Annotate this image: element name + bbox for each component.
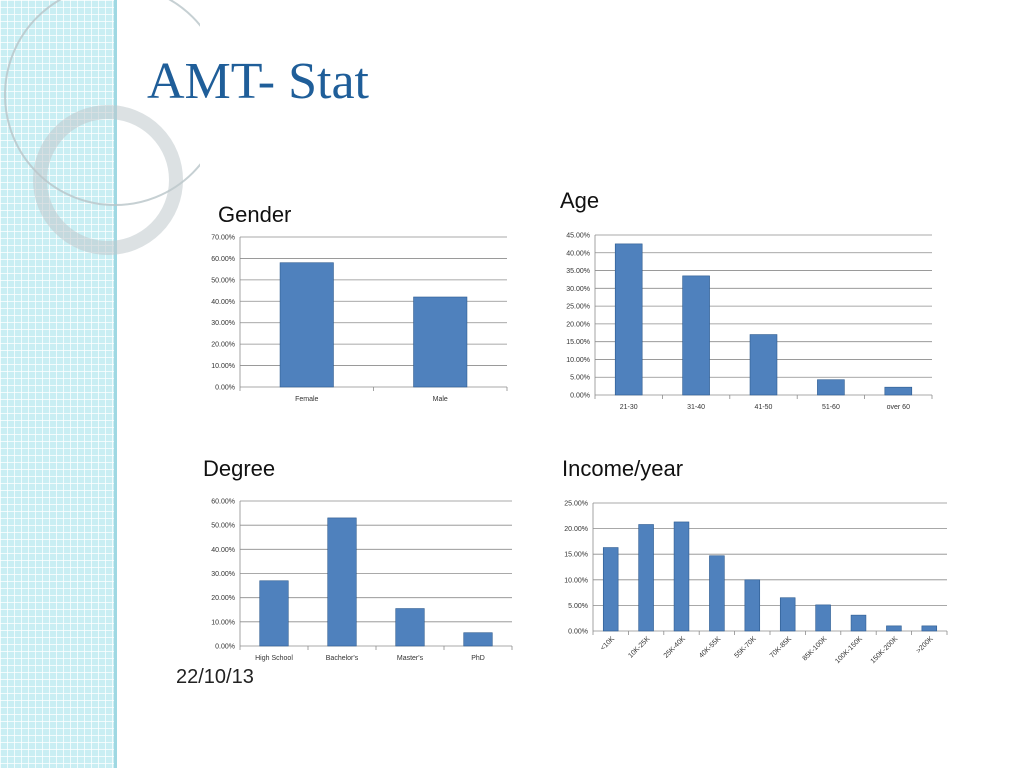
income-year-bar-70k-85k (779, 597, 796, 632)
age-chart-svg: Age 0.00% 5.00% 10.00% 15.00% 20.00% 25.00% 30.… (560, 188, 933, 411)
income-chart: Income/year 0.00% 5.00% 10.00% 15.00% 20.00% 2… (545, 448, 955, 696)
income-year-bar-200k (921, 625, 938, 632)
x-tick-label: 70K-85K (769, 635, 793, 659)
x-tick-label: High School (255, 655, 293, 662)
y-tick-label: 15.00% (566, 339, 590, 346)
y-tick-label: 35.00% (566, 268, 590, 275)
age-chart-title: Age (560, 188, 599, 213)
x-tick-label: over 60 (887, 404, 910, 411)
degree-bar-phd (463, 632, 493, 647)
y-tick-label: 0.00% (215, 644, 235, 651)
x-tick-label: 41-50 (755, 404, 773, 411)
income-year-bar-10k-25k (638, 524, 654, 632)
age-bar-51-60 (817, 379, 845, 396)
age-bar-21-30 (614, 243, 643, 396)
y-tick-label: 5.00% (570, 375, 590, 382)
y-tick-label: 40.00% (566, 250, 590, 257)
x-tick-label: 21-30 (620, 404, 638, 411)
degree-bar-bachelor-s (327, 517, 357, 647)
y-tick-label: 0.00% (570, 393, 590, 400)
degree-bar-high-school (259, 580, 289, 647)
gender-chart-svg: Gender 0.00% 10.00% 20.00% 30.00% 40.00% 50.00… (211, 202, 508, 403)
gender-chart-title: Gender (218, 202, 291, 227)
x-tick-label: 85K-100K (802, 635, 829, 662)
gender-bar-male (413, 296, 468, 388)
income-year-bar-100k-150k (850, 614, 867, 632)
x-tick-label: Master's (397, 655, 424, 662)
y-tick-label: 15.00% (564, 552, 588, 559)
y-tick-label: 0.00% (215, 385, 235, 392)
y-tick-label: 20.00% (211, 595, 235, 602)
age-bar-over-60 (884, 386, 913, 396)
x-tick-label: <10K (599, 635, 616, 652)
y-tick-label: 50.00% (211, 523, 235, 530)
income-chart-svg: Income/year 0.00% 5.00% 10.00% 15.00% 20.00% 2… (562, 456, 948, 665)
y-tick-label: 60.00% (211, 499, 235, 506)
y-tick-label: 30.00% (566, 286, 590, 293)
degree-chart-title: Degree (203, 456, 275, 481)
y-tick-label: 0.00% (568, 629, 588, 636)
y-tick-label: 30.00% (211, 571, 235, 578)
y-tick-label: 25.00% (566, 304, 590, 311)
y-tick-label: 70.00% (211, 235, 235, 242)
y-tick-label: 10.00% (211, 619, 235, 626)
x-tick-label: Female (295, 396, 318, 403)
income-year-bar-40k-55k (709, 555, 725, 632)
x-tick-label: 51-60 (822, 404, 840, 411)
x-tick-label: 25K-40K (663, 635, 687, 659)
decorative-circles (4, 0, 200, 255)
income-year-bar-10k (602, 547, 619, 632)
income-year-chart-title: Income/year (562, 456, 683, 481)
gender-chart: Gender 0.00% 10.00% 20.00% 30.00% 40.00% 50.00… (190, 195, 520, 420)
x-tick-label: PhD (471, 655, 485, 662)
income-year-bar-85k-100k (815, 604, 831, 632)
y-tick-label: 20.00% (564, 526, 588, 533)
slide-date: 22/10/13 (176, 666, 254, 688)
degree-chart: Degree 0.00% 10.00% 20.00% 30.00% 40.00% 50.00… (190, 448, 520, 678)
income-year-bar-150k-200k (886, 625, 902, 632)
x-tick-label: >200K (915, 635, 935, 655)
y-tick-label: 40.00% (211, 299, 235, 306)
income-year-bar-25k-40k (673, 521, 690, 632)
x-tick-label: 150K-200K (870, 635, 900, 665)
age-bar-41-50 (749, 334, 778, 396)
x-tick-label: 100K-150K (834, 635, 864, 665)
y-tick-label: 10.00% (564, 577, 588, 584)
income-year-bar-55k-70k (744, 579, 761, 632)
y-tick-label: 5.00% (568, 603, 588, 610)
y-tick-label: 30.00% (211, 320, 235, 327)
y-tick-label: 60.00% (211, 256, 235, 263)
y-tick-label: 20.00% (211, 342, 235, 349)
age-chart: Age 0.00% 5.00% 10.00% 15.00% 20.00% 25.00% 30.… (540, 180, 940, 425)
x-tick-label: Bachelor's (326, 655, 359, 662)
gender-bar-female (279, 262, 334, 388)
x-tick-label: 31-40 (687, 404, 705, 411)
y-tick-label: 40.00% (211, 547, 235, 554)
y-tick-label: 10.00% (566, 357, 590, 364)
age-bar-31-40 (682, 275, 710, 396)
side-border-line (114, 0, 117, 768)
y-tick-label: 45.00% (566, 233, 590, 240)
slide-title: AMT- Stat (147, 53, 369, 110)
y-tick-label: 20.00% (566, 321, 590, 328)
y-tick-label: 10.00% (211, 363, 235, 370)
x-tick-label: 10K-25K (627, 635, 651, 659)
degree-bar-master-s (395, 608, 425, 647)
x-tick-label: 55K-70K (733, 635, 757, 659)
degree-chart-svg: Degree 0.00% 10.00% 20.00% 30.00% 40.00% 50.00… (203, 456, 513, 662)
x-tick-label: Male (433, 396, 448, 403)
x-tick-label: 40K-55K (698, 635, 722, 659)
y-tick-label: 25.00% (564, 501, 588, 508)
y-tick-label: 50.00% (211, 277, 235, 284)
